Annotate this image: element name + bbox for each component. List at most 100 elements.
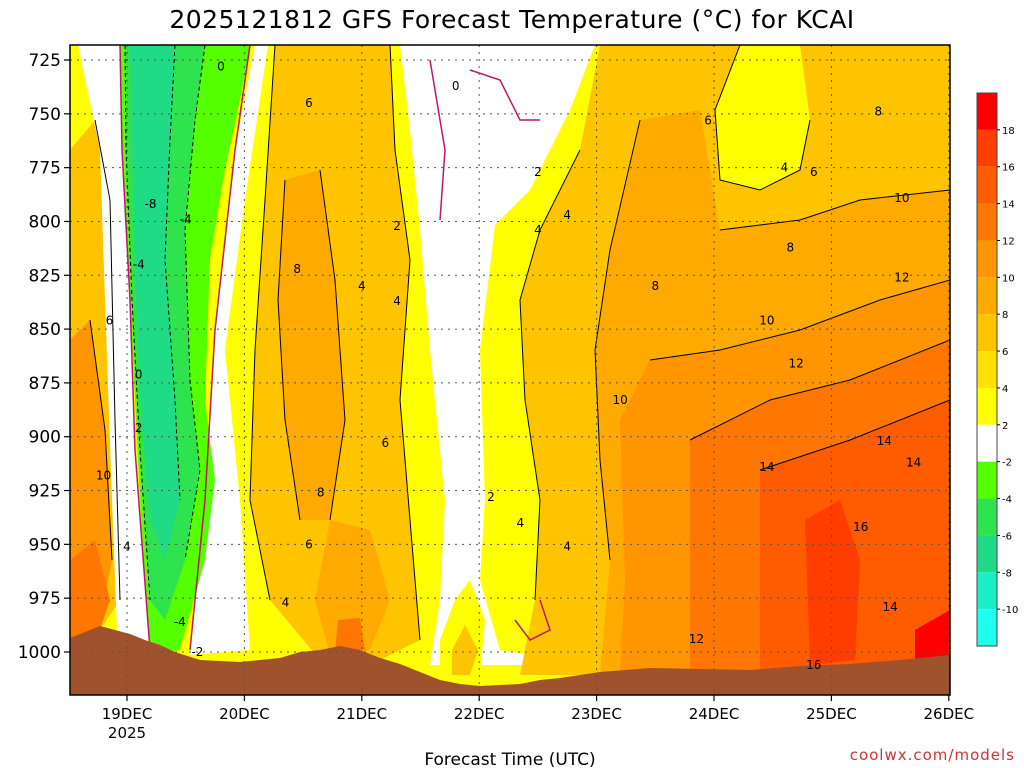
contour-label: 14 [877,434,892,448]
colorbar-swatch [977,277,997,315]
colorbar-frame [976,92,998,647]
contour-label: 6 [305,96,313,110]
contour-label: 4 [563,208,571,222]
contour-label: -2 [191,645,203,659]
negative-contour-lines [124,45,206,601]
contour-label: 4 [282,595,290,609]
contour-label: 14 [882,600,897,614]
terrain-surface [70,626,950,695]
plot-frame [69,44,951,696]
colorbar-swatch [977,166,997,204]
contour-label: 10 [759,313,774,327]
chart-title: 2025121812 GFS Forecast Temperature (°C)… [169,5,854,34]
colorbar-label: -8 [1002,568,1012,579]
plot-area [70,45,950,695]
contour-label: 0 [217,59,225,73]
colorbar-label: 18 [1002,126,1015,137]
x-axis-title: Forecast Time (UTC) [424,750,595,768]
contour-label: 4 [516,516,524,530]
contour-label: 14 [759,460,774,474]
y-tick-label: 875 [29,374,61,394]
contour-label: 16 [806,658,821,672]
contour-label: -4 [133,258,145,272]
colorbar-swatch [977,93,997,130]
contour-label: 0 [135,367,143,381]
x-tick-label: 19DEC [102,705,153,723]
colorbar-label: 4 [1002,384,1008,395]
warm-bump-day3-core [452,625,478,675]
near-zero-band-left [78,45,150,655]
colorbar-swatch [977,572,997,610]
colorbar-label: 16 [1002,163,1015,174]
y-tick-label: 825 [29,266,61,286]
contour-label: 4 [358,279,366,293]
contour-label: -4 [174,615,186,629]
contour-lines [89,45,950,641]
colorbar-swatch [977,351,997,388]
contour-label-group: 0 0 -8 -4 -4 6 0 2 10 4 -4 -2 6 8 4 4 2 6 8 6 4 2 2 4 4 4 4 6 4 6 8 10 8… [96,59,921,671]
contour-label: 10 [612,393,627,407]
colorbar-swatch [977,498,997,536]
contour-label: 8 [651,279,659,293]
colorbar-swatch [977,129,997,167]
contour-label: -8 [144,197,156,211]
contour-label: 8 [875,105,883,119]
colorbar-label: 14 [1002,200,1015,211]
contour-label: 0 [452,79,460,93]
contour-label: 6 [381,436,389,450]
x-tick-label: 20DEC [219,705,270,723]
contour-label: 4 [123,540,131,554]
x-tick-label: 25DEC [806,705,857,723]
y-tick-label: 950 [29,535,61,555]
contour-label: 4 [781,161,789,175]
y-tick-label: 800 [29,212,61,232]
credit-text: coolwx.com/models [850,746,1015,764]
colorbar-label: -2 [1002,458,1012,469]
cold-band-teal [130,45,180,560]
contour-label: 14 [906,456,921,470]
upper-yellow-pocket [715,45,810,190]
colorbar-legend: 18 16 14 12 10 8 6 4 2 -2 -4 -6 -8 -10 [976,92,1018,647]
y-tick-label: 900 [29,428,61,448]
x-tick-label: 22DEC [454,705,505,723]
colorbar-label: 6 [1002,347,1008,358]
colorbar-label: 8 [1002,310,1008,321]
contour-label: 6 [704,113,712,127]
y-tick-label: 775 [29,159,61,179]
y-tick-label: 750 [29,105,61,125]
colorbar-label: 10 [1002,273,1015,284]
colorbar-swatch [977,461,997,499]
y-tick-label: 925 [29,482,61,502]
contour-label: 4 [393,294,401,308]
contour-label: 6 [810,165,818,179]
y-tick-label: 1000 [18,643,61,663]
contour-label: 10 [894,191,909,205]
contour-label: 12 [789,357,804,371]
colorbar-label: -6 [1002,531,1012,542]
contour-label: 2 [135,421,143,435]
y-axis: 725 750 775 800 825 850 875 900 925 950 975 1000 [18,51,70,663]
colorbar-label: 12 [1002,236,1015,247]
contour-label: 4 [534,223,542,237]
contour-label: 4 [563,540,571,554]
x-tick-label: 26DEC [924,705,975,723]
colorbar-swatch [977,387,997,425]
colorbar-swatch [977,240,997,278]
contour-label: 8 [317,486,325,500]
warm-band-day5-14 [760,400,950,675]
warm-band-day2-lower [315,520,390,655]
x-tick-label: 23DEC [571,705,622,723]
x-tick-label: 24DEC [689,705,740,723]
contour-label: 6 [106,313,114,327]
y-tick-label: 850 [29,320,61,340]
contour-label: 10 [96,468,111,482]
warm-band-day2-core [278,170,345,520]
x-axis-year-label: 2025 [108,724,146,742]
contour-label: 2 [487,490,495,504]
warm-band-day2-hot [335,618,365,652]
contour-label: 12 [689,632,704,646]
y-tick-label: 975 [29,589,61,609]
contour-label: 8 [293,262,301,276]
colorbar-swatch [977,203,997,241]
